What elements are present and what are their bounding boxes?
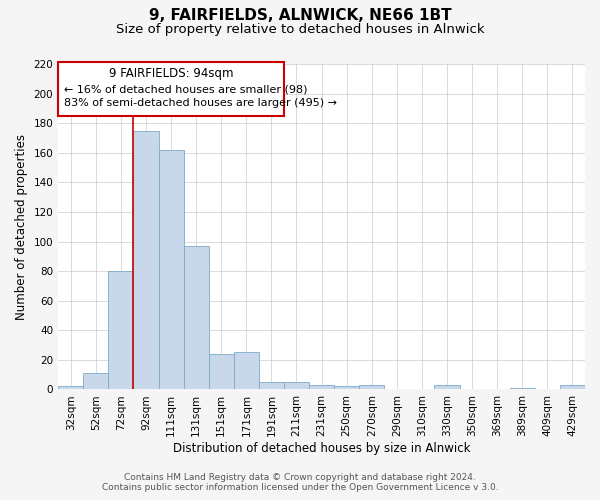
Text: Contains HM Land Registry data © Crown copyright and database right 2024.
Contai: Contains HM Land Registry data © Crown c… [101, 473, 499, 492]
Text: ← 16% of detached houses are smaller (98): ← 16% of detached houses are smaller (98… [64, 84, 308, 94]
Y-axis label: Number of detached properties: Number of detached properties [15, 134, 28, 320]
Bar [133, 130, 158, 390]
Bar [434, 385, 460, 390]
Bar [109, 271, 133, 390]
X-axis label: Distribution of detached houses by size in Alnwick: Distribution of detached houses by size … [173, 442, 470, 455]
Text: Size of property relative to detached houses in Alnwick: Size of property relative to detached ho… [116, 22, 484, 36]
Bar [158, 150, 184, 390]
Bar [284, 382, 309, 390]
Bar [209, 354, 234, 390]
Bar [58, 386, 83, 390]
Bar [234, 352, 259, 390]
Text: 83% of semi-detached houses are larger (495) →: 83% of semi-detached houses are larger (… [64, 98, 337, 108]
Bar [184, 246, 209, 390]
Bar [560, 385, 585, 390]
Bar [334, 386, 359, 390]
Text: 9, FAIRFIELDS, ALNWICK, NE66 1BT: 9, FAIRFIELDS, ALNWICK, NE66 1BT [149, 8, 451, 22]
Bar [83, 373, 109, 390]
Bar [259, 382, 284, 390]
Bar [510, 388, 535, 390]
Text: 9 FAIRFIELDS: 94sqm: 9 FAIRFIELDS: 94sqm [109, 68, 233, 80]
Bar [359, 385, 385, 390]
Bar [309, 385, 334, 390]
